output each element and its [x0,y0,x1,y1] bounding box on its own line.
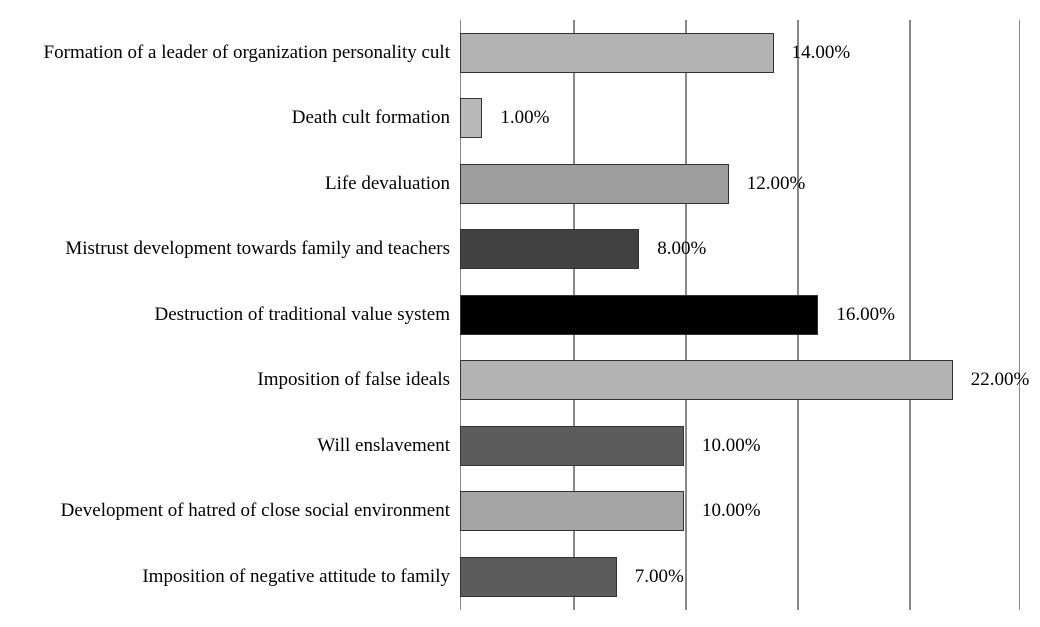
category-label: Formation of a leader of organization pe… [44,42,450,64]
category-label: Imposition of false ideals [257,369,450,391]
chart-row: Imposition of false ideals 22.00% [0,348,1040,414]
chart-container: Formation of a leader of organization pe… [0,20,1040,610]
value-label: 22.00% [971,369,1030,391]
bar [460,426,684,466]
chart-row: Life devaluation 12.00% [0,151,1040,217]
value-label: 16.00% [836,304,895,326]
category-label: Development of hatred of close social en… [61,500,450,522]
chart-row: Development of hatred of close social en… [0,479,1040,545]
bar [460,360,953,400]
bar [460,229,639,269]
bar [460,98,482,138]
chart-rows: Formation of a leader of organization pe… [0,20,1040,610]
chart-row: Formation of a leader of organization pe… [0,20,1040,86]
value-label: 1.00% [500,107,549,129]
category-label: Imposition of negative attitude to famil… [142,566,450,588]
value-label: 14.00% [792,42,851,64]
chart-row: Mistrust development towards family and … [0,217,1040,283]
value-label: 12.00% [747,173,806,195]
bar [460,33,774,73]
bar [460,491,684,531]
bar [460,295,818,335]
value-label: 8.00% [657,238,706,260]
chart-row: Death cult formation 1.00% [0,86,1040,152]
chart-row: Destruction of traditional value system 1… [0,282,1040,348]
chart-row: Will enslavement 10.00% [0,413,1040,479]
category-label: Will enslavement [317,435,450,457]
bar [460,557,617,597]
value-label: 7.00% [635,566,684,588]
category-label: Life devaluation [325,173,450,195]
category-label: Destruction of traditional value system [155,304,450,326]
value-label: 10.00% [702,435,761,457]
category-label: Death cult formation [292,107,450,129]
category-label: Mistrust development towards family and … [65,238,450,260]
value-label: 10.00% [702,500,761,522]
bar [460,164,729,204]
chart-row: Imposition of negative attitude to famil… [0,544,1040,610]
